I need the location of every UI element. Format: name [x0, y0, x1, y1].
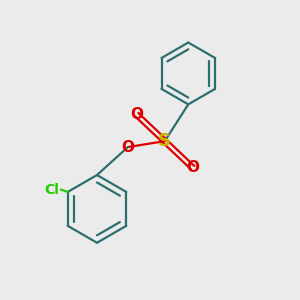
Text: Cl: Cl — [44, 183, 59, 196]
Text: O: O — [122, 140, 134, 154]
Text: O: O — [186, 160, 199, 175]
Text: O: O — [130, 107, 143, 122]
Text: S: S — [158, 132, 171, 150]
